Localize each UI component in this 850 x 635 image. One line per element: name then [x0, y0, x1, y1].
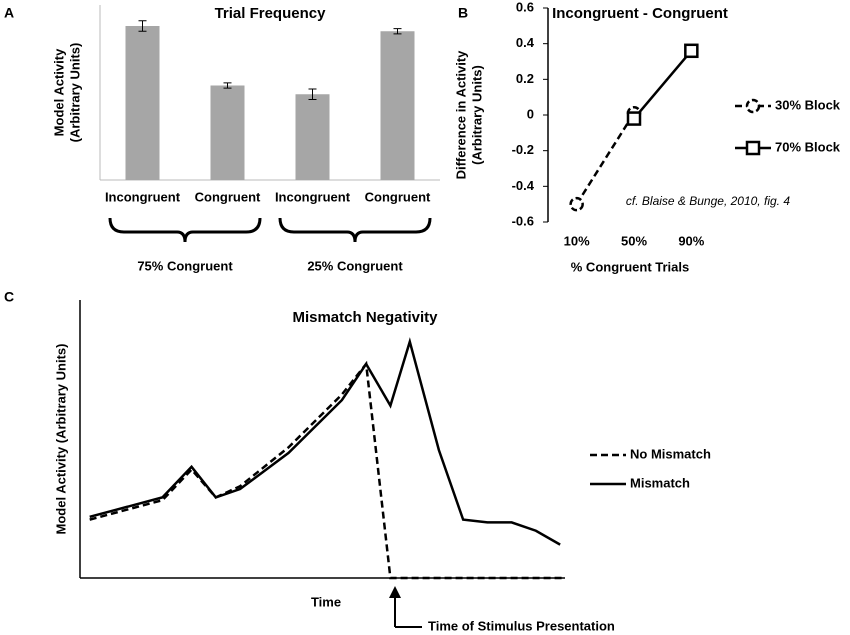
- y-tick-label: 0.4: [516, 35, 535, 50]
- legend-marker: [745, 140, 761, 156]
- line: [633, 49, 693, 120]
- x-tick-label: Congruent: [195, 189, 261, 204]
- y-tick-label: 0.6: [516, 0, 534, 14]
- panel-label: B: [458, 5, 468, 21]
- legend-label: 30% Block: [775, 97, 841, 112]
- x-tick-label: 10%: [564, 233, 590, 248]
- point: [569, 196, 584, 212]
- y-tick-label: -0.2: [512, 142, 534, 157]
- point: [626, 111, 642, 126]
- x-tick-label: Incongruent: [105, 189, 181, 204]
- group-brace: [108, 217, 262, 243]
- y-axis-label: Difference in Activity: [453, 50, 468, 180]
- y-axis-label: (Arbitrary Units): [469, 65, 484, 165]
- error-bar: [393, 28, 402, 35]
- group-label: 25% Congruent: [307, 258, 403, 273]
- annotation: cf. Blaise & Bunge, 2010, fig. 4: [626, 194, 790, 208]
- x-tick-label: 50%: [621, 233, 647, 248]
- line: [89, 337, 561, 546]
- y-axis-label: (Arbitrary Units): [67, 43, 82, 143]
- line: [89, 360, 565, 580]
- annotation-arrowhead: [389, 586, 401, 598]
- annotation: Time of Stimulus Presentation: [428, 618, 615, 633]
- error-bar: [138, 20, 147, 32]
- point: [684, 43, 699, 59]
- y-tick-label: -0.4: [512, 178, 535, 193]
- y-tick-label: 0.2: [516, 71, 534, 86]
- group-brace: [278, 217, 432, 243]
- y-axis-label: Model Activity (Arbitrary Units): [53, 344, 68, 535]
- x-tick-label: 90%: [678, 233, 704, 248]
- error-bar: [223, 82, 232, 89]
- legend-label: 70% Block: [775, 139, 841, 154]
- y-axis-label: Model Activity: [51, 48, 66, 136]
- legend-label: Mismatch: [630, 475, 690, 490]
- y-tick-label: 0: [527, 106, 534, 121]
- y-tick-label: -0.6: [512, 213, 534, 228]
- line: [575, 112, 636, 205]
- group-label: 75% Congruent: [137, 258, 233, 273]
- bar: [210, 85, 245, 180]
- bar: [380, 31, 415, 180]
- x-tick-label: Incongruent: [275, 189, 351, 204]
- error-bar: [308, 88, 317, 100]
- legend-marker: [745, 98, 761, 114]
- panel-label: A: [4, 5, 14, 21]
- chart-title: Trial Frequency: [215, 5, 327, 22]
- x-axis-label: Time: [311, 594, 341, 609]
- chart-title: Mismatch Negativity: [292, 309, 438, 326]
- x-tick-label: Congruent: [365, 189, 431, 204]
- legend-label: No Mismatch: [630, 446, 711, 461]
- bar: [125, 26, 160, 180]
- panel-label: C: [4, 289, 14, 305]
- x-axis-label: % Congruent Trials: [571, 259, 689, 274]
- bar: [295, 94, 330, 180]
- chart-title: Incongruent - Congruent: [552, 5, 728, 22]
